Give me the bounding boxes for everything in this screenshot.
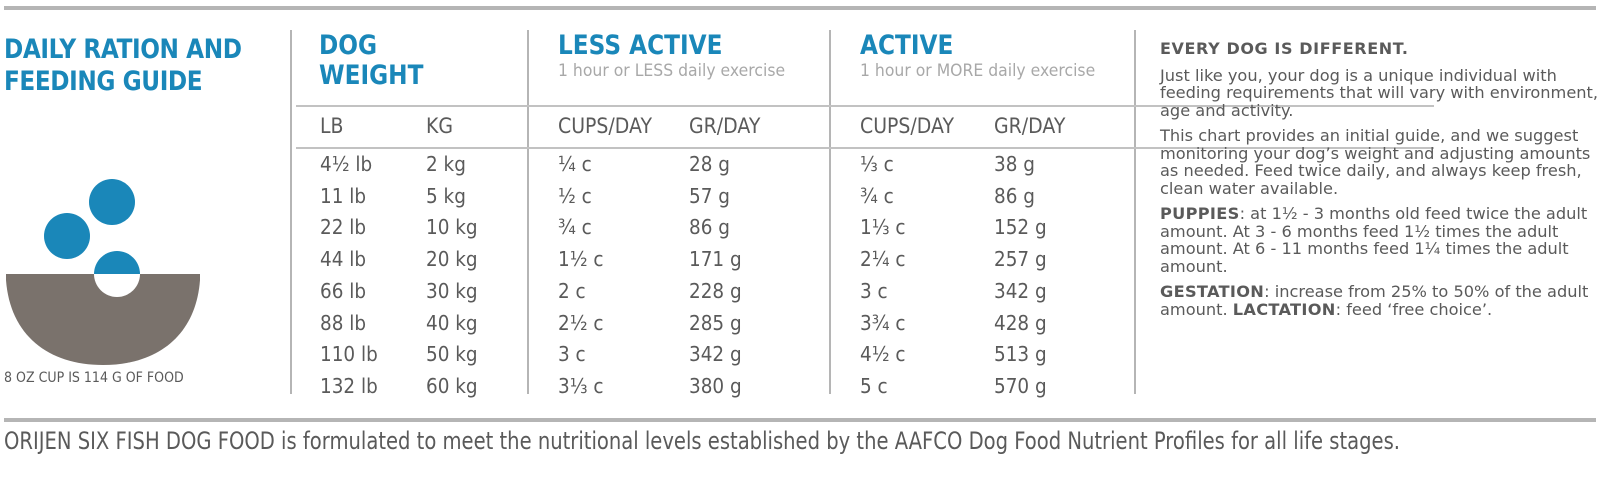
lactation-text: : feed ‘free choice’.	[1335, 299, 1493, 319]
cell-active-grams: 257 g	[994, 247, 1047, 272]
cell-active-cups: 1⅓ c	[860, 215, 906, 240]
cell-less-cups: 3 c	[558, 342, 586, 367]
column-header-active-grams: GR/DAY	[994, 114, 1066, 138]
cell-kg: 20 kg	[426, 247, 478, 272]
cell-active-grams: 428 g	[994, 310, 1047, 335]
cell-kg: 10 kg	[426, 215, 478, 240]
cell-lb: 11 lb	[320, 183, 367, 208]
cell-active-grams: 152 g	[994, 215, 1047, 240]
cell-less-grams: 228 g	[689, 278, 742, 303]
kibble-in-bowl	[94, 251, 140, 274]
cell-lb: 132 lb	[320, 373, 378, 398]
cell-lb: 66 lb	[320, 278, 367, 303]
cell-less-grams: 57 g	[689, 183, 730, 208]
cell-active-cups: 4½ c	[860, 342, 906, 367]
lactation-label: LACTATION	[1232, 299, 1336, 319]
kibble-circle-2	[44, 213, 90, 259]
cell-less-cups: 2 c	[558, 278, 586, 303]
column-divider	[290, 30, 292, 394]
food-bowl-icon	[6, 179, 200, 365]
cell-less-grams: 28 g	[689, 152, 730, 176]
cell-lb: 22 lb	[320, 215, 367, 240]
dog-weight-heading-line-2: WEIGHT	[319, 60, 424, 91]
info-paragraph: This chart provides an initial guide, an…	[1160, 126, 1591, 198]
bowl-body	[6, 274, 200, 365]
kibble-circle-1	[89, 179, 135, 225]
active-subtitle: 1 hour or MORE daily exercise	[860, 61, 1096, 81]
cell-kg: 2 kg	[426, 152, 466, 176]
active-heading: ACTIVE	[860, 30, 954, 61]
less-active-subtitle: 1 hour or LESS daily exercise	[558, 61, 786, 81]
cell-active-cups: 3¾ c	[860, 310, 906, 335]
cell-active-cups: 3 c	[860, 278, 888, 303]
bottom-divider	[4, 418, 1596, 422]
puppies-text: : at 1½ - 3 months old feed twice the ad…	[1160, 204, 1588, 276]
cell-kg: 30 kg	[426, 278, 478, 303]
info-panel: EVERY DOG IS DIFFERENT. Just like you, y…	[1160, 40, 1600, 326]
cell-less-grams: 285 g	[689, 310, 742, 335]
column-header-active-cups: CUPS/DAY	[860, 114, 955, 138]
cell-lb: 44 lb	[320, 247, 367, 272]
cell-less-cups: ½ c	[558, 183, 592, 208]
cell-active-grams: 513 g	[994, 342, 1047, 367]
gestation-text: : increase from 25% to 50% of the adult …	[1160, 282, 1589, 319]
cell-active-grams: 86 g	[994, 183, 1035, 208]
cell-less-cups: ¾ c	[558, 215, 592, 240]
footer-statement: ORIJEN SIX FISH DOG FOOD is formulated t…	[4, 427, 1400, 455]
gestation-note: GESTATION: increase from 25% to 50% of t…	[1160, 283, 1600, 318]
cell-kg: 60 kg	[426, 373, 478, 398]
header-divider	[296, 105, 1434, 107]
info-paragraph: Just like you, your dog is a unique indi…	[1160, 65, 1599, 120]
cell-kg: 50 kg	[426, 342, 478, 367]
cell-less-cups: 1½ c	[558, 247, 604, 272]
column-header-less-cups: CUPS/DAY	[558, 114, 653, 138]
column-header-kg: KG	[426, 114, 454, 138]
cell-active-cups: ¾ c	[860, 183, 894, 208]
less-active-heading: LESS ACTIVE	[558, 30, 723, 61]
info-heading: EVERY DOG IS DIFFERENT.	[1160, 39, 1409, 58]
gestation-label: GESTATION	[1160, 282, 1265, 301]
cell-less-cups: 3⅓ c	[558, 373, 604, 398]
column-divider	[527, 30, 529, 394]
cell-active-grams: 38 g	[994, 152, 1035, 176]
cell-lb: 88 lb	[320, 310, 367, 335]
cell-less-grams: 380 g	[689, 373, 742, 398]
title-line-2: FEEDING GUIDE	[4, 66, 203, 97]
cell-active-cups: 5 c	[860, 373, 888, 398]
cell-less-grams: 86 g	[689, 215, 730, 240]
dog-weight-heading-line-1: DOG	[319, 30, 378, 61]
cell-less-grams: 342 g	[689, 342, 742, 367]
column-divider	[1134, 30, 1136, 394]
kibble-in-bowl-bottom	[94, 274, 140, 297]
title-line-1: DAILY RATION AND	[4, 34, 242, 65]
top-divider	[4, 6, 1596, 10]
cell-active-grams: 342 g	[994, 278, 1047, 303]
puppies-note: PUPPIES: at 1½ - 3 months old feed twice…	[1160, 205, 1600, 275]
cell-less-cups: 2½ c	[558, 310, 604, 335]
cell-kg: 5 kg	[426, 183, 466, 208]
cell-lb: 4½ lb	[320, 152, 373, 176]
dog-weight-heading: DOG WEIGHT	[319, 31, 423, 91]
cell-less-grams: 171 g	[689, 247, 742, 272]
cell-less-cups: ¼ c	[558, 152, 592, 176]
cell-lb: 110 lb	[320, 342, 378, 367]
column-header-lb: LB	[320, 114, 344, 138]
cell-active-grams: 570 g	[994, 373, 1047, 398]
cell-active-cups: 2¼ c	[860, 247, 906, 272]
puppies-label: PUPPIES	[1160, 204, 1240, 223]
column-header-divider	[296, 147, 1434, 149]
cell-active-cups: ⅓ c	[860, 152, 894, 176]
column-header-less-grams: GR/DAY	[689, 114, 761, 138]
column-divider	[829, 30, 831, 394]
cell-kg: 40 kg	[426, 310, 478, 335]
page-title: DAILY RATION AND FEEDING GUIDE	[4, 34, 242, 98]
cup-note: 8 OZ CUP IS 114 G OF FOOD	[4, 370, 184, 386]
